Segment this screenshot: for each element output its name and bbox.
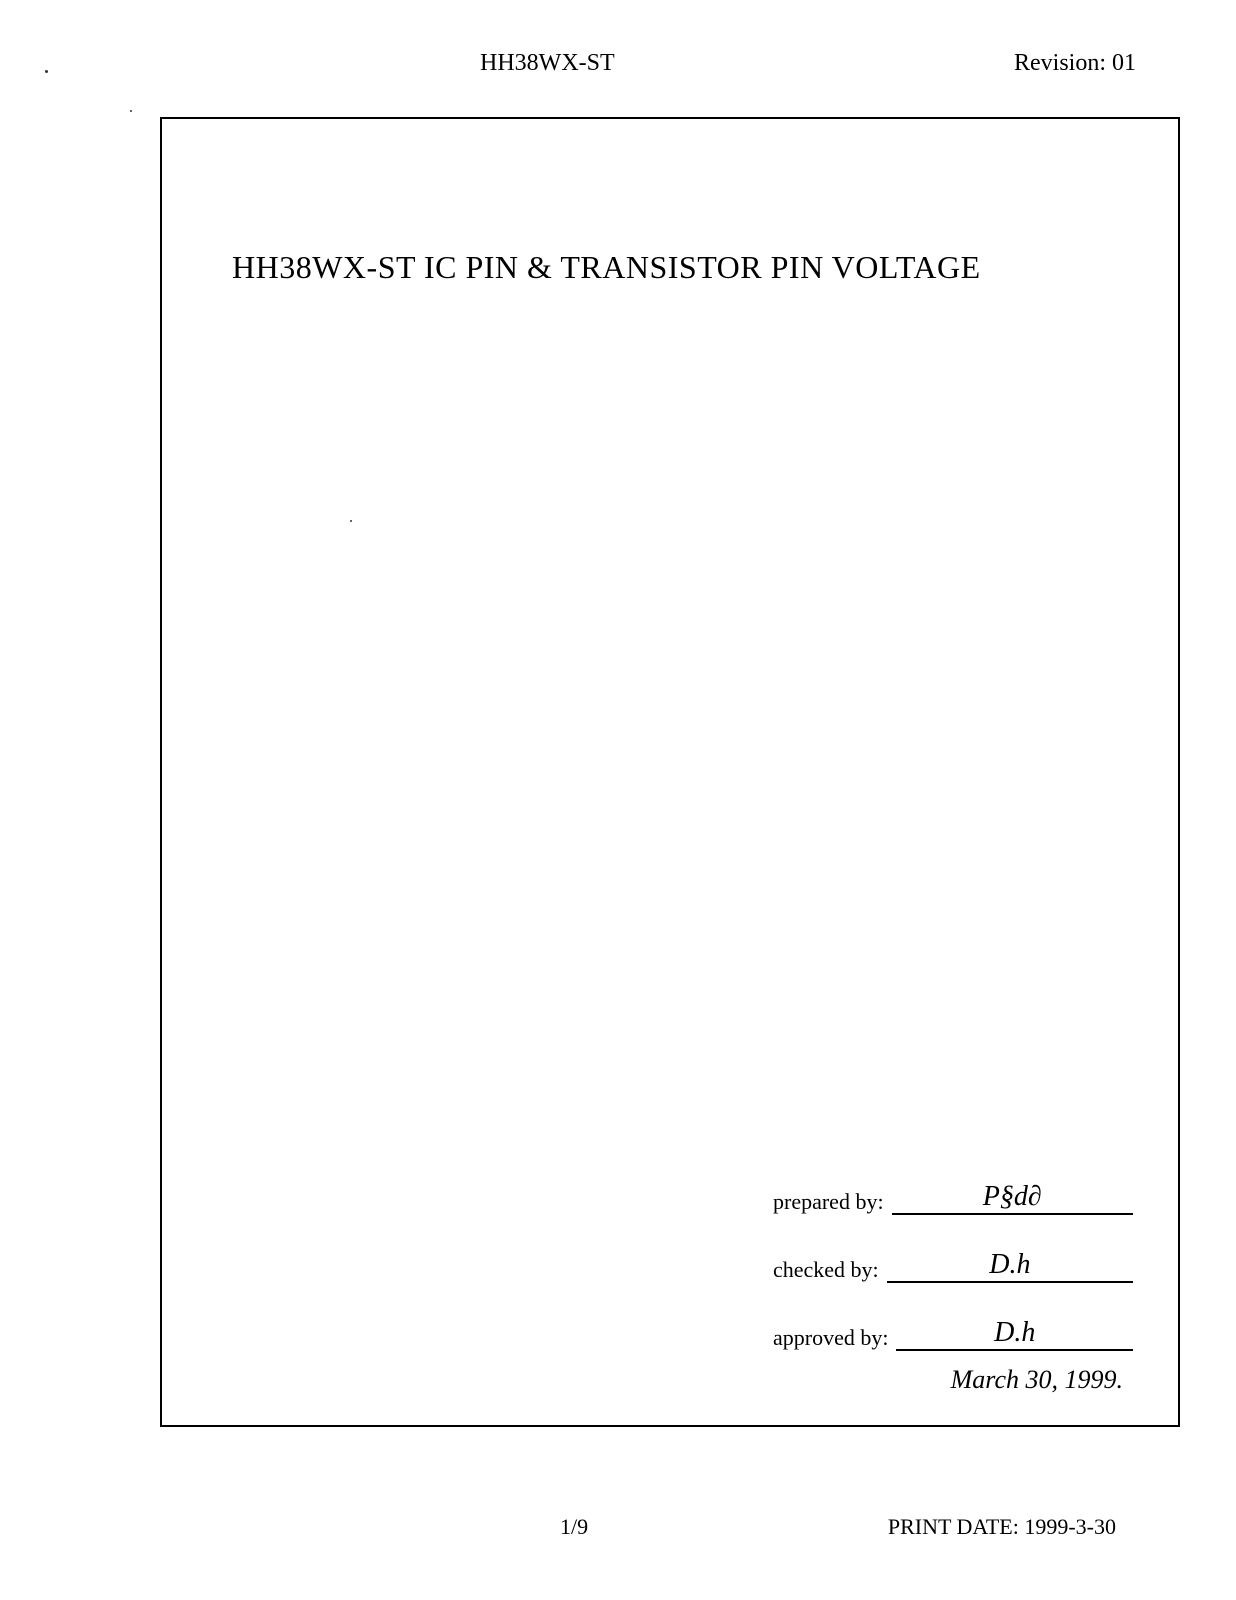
document-page: HH38WX-ST Revision: 01 HH38WX-ST IC PIN … [0, 0, 1236, 1600]
document-id: HH38WX-ST [480, 50, 615, 77]
approved-by-signature: D.h [994, 1319, 1035, 1347]
prepared-by-row: prepared by: P§d∂ [773, 1167, 1133, 1215]
page-footer: 1/9 PRINT DATE: 1999-3-30 [0, 1514, 1236, 1540]
checked-by-label: checked by: [773, 1257, 887, 1283]
prepared-by-line: P§d∂ [892, 1175, 1133, 1215]
approved-by-line: D.h [896, 1311, 1133, 1351]
print-date: PRINT DATE: 1999-3-30 [888, 1514, 1116, 1540]
revision-label: Revision: 01 [1014, 50, 1136, 77]
checked-by-line: D.h [887, 1243, 1133, 1283]
checked-by-signature: D.h [989, 1251, 1030, 1279]
signature-date: March 30, 1999. [773, 1365, 1133, 1395]
content-frame: HH38WX-ST IC PIN & TRANSISTOR PIN VOLTAG… [160, 117, 1180, 1427]
page-number: 1/9 [560, 1514, 588, 1540]
approved-by-label: approved by: [773, 1325, 896, 1351]
speck [130, 110, 132, 112]
page-title: HH38WX-ST IC PIN & TRANSISTOR PIN VOLTAG… [232, 249, 1118, 286]
prepared-by-signature: P§d∂ [983, 1183, 1042, 1211]
prepared-by-label: prepared by: [773, 1189, 892, 1215]
approved-by-row: approved by: D.h [773, 1303, 1133, 1351]
page-header: HH38WX-ST Revision: 01 [110, 50, 1176, 77]
signature-block: prepared by: P§d∂ checked by: D.h approv… [773, 1167, 1133, 1395]
speck [45, 70, 48, 73]
speck [350, 520, 352, 522]
checked-by-row: checked by: D.h [773, 1235, 1133, 1283]
